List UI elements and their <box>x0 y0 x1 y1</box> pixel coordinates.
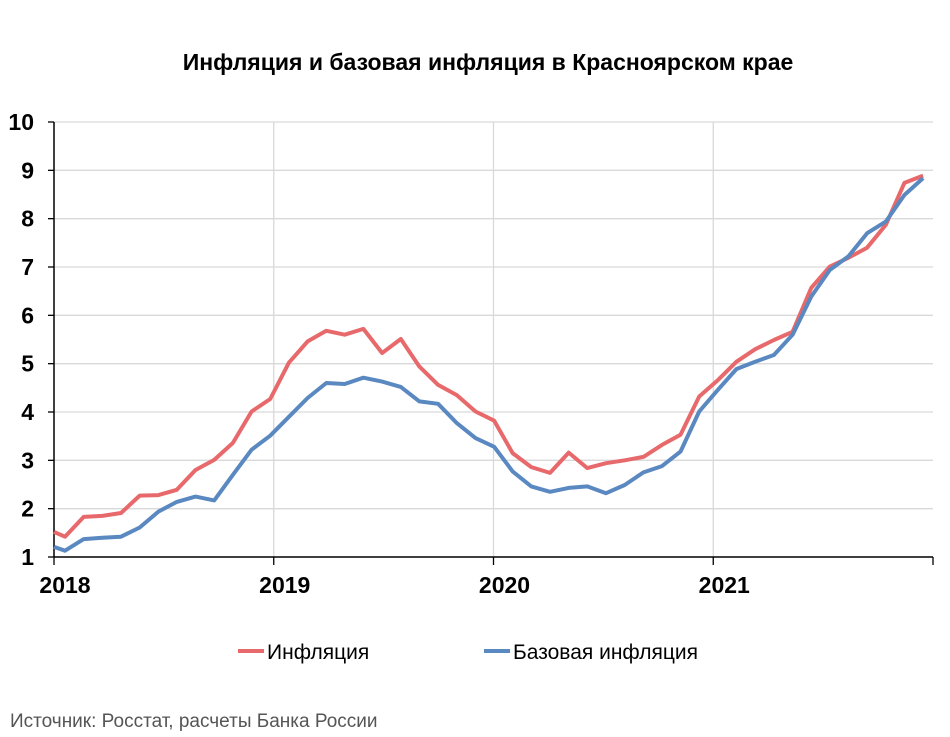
y-tick-label: 10 <box>8 109 34 135</box>
x-tick-label: 2021 <box>699 572 750 598</box>
y-tick-label: 4 <box>21 399 34 425</box>
legend: Инфляция Базовая инфляция <box>238 641 698 664</box>
y-tick-label: 6 <box>21 302 34 328</box>
gridlines <box>54 121 933 557</box>
y-tick-label: 7 <box>21 254 34 280</box>
legend-label-inflation: Инфляция <box>267 641 369 664</box>
y-tick-label: 9 <box>21 157 34 183</box>
y-tick-label: 1 <box>21 544 34 570</box>
series-line-core-inflation <box>53 176 925 553</box>
y-tick-label: 8 <box>21 206 34 232</box>
x-tick-label: 2020 <box>479 572 530 598</box>
axes: 1 2 3 4 5 6 7 8 9 10 2018 2019 2020 2021 <box>8 109 934 598</box>
source-note: Источник: Росстат, расчеты Банка России <box>10 711 378 732</box>
x-tick-label: 2019 <box>259 572 310 598</box>
series-line-inflation <box>53 173 924 539</box>
y-tick-label: 5 <box>21 351 34 377</box>
y-tick-label: 3 <box>21 447 34 473</box>
series-lines <box>0 168 925 553</box>
legend-label-core-inflation: Базовая инфляция <box>513 641 698 664</box>
y-tick-label: 2 <box>21 496 34 522</box>
chart-title: Инфляция и базовая инфляция в Красноярск… <box>183 49 794 75</box>
x-tick-label: 2018 <box>39 572 90 598</box>
